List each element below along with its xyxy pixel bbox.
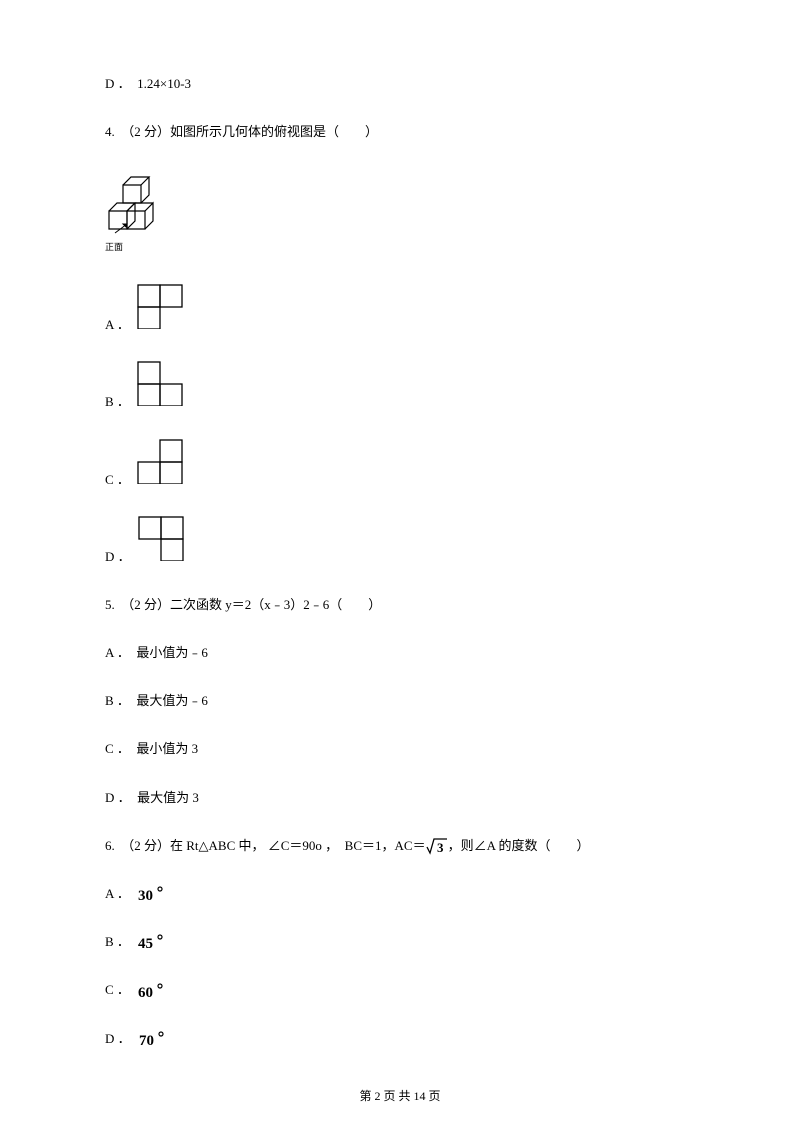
q5-option-b-text: B ． 最大值为﹣6 <box>105 692 208 710</box>
q4-option-d: D ． <box>105 515 695 566</box>
sqrt-value: 3 <box>437 840 444 855</box>
q4-option-d-icon <box>137 515 185 566</box>
q4-option-a: A ． <box>105 283 695 334</box>
svg-text:70: 70 <box>139 1033 154 1048</box>
q6-stem-after: ，则∠A 的度数（ ） <box>448 837 590 855</box>
q4-stem-text: 4. （2 分）如图所示几何体的俯视图是（ ） <box>105 123 378 141</box>
sqrt-icon: 3 <box>426 837 448 855</box>
q4-option-a-icon <box>136 283 184 334</box>
q5-option-a-text: A ． 最小值为﹣6 <box>105 644 208 662</box>
q6-option-a-label: A ． <box>105 885 130 903</box>
page-footer-text: 第 2 页 共 14 页 <box>359 1089 440 1103</box>
q5-option-d-text: D ． 最大值为 3 <box>105 789 199 807</box>
q6-option-d-label: D ． <box>105 1030 131 1048</box>
q4-figure-label: 正面 <box>105 241 169 254</box>
q6-option-b: B ． 45 <box>105 933 695 951</box>
q6-option-d: D ． 70 <box>105 1030 695 1048</box>
q5-option-b: B ． 最大值为﹣6 <box>105 692 695 710</box>
q5-option-a: A ． 最小值为﹣6 <box>105 644 695 662</box>
q5-stem-text: 5. （2 分）二次函数 y＝2（x﹣3）2﹣6（ ） <box>105 596 381 614</box>
q4-option-c-label: C ． <box>105 471 130 489</box>
q3-option-d: D ． 1.24×10-3 <box>105 75 695 93</box>
svg-text:60: 60 <box>138 985 153 1000</box>
q6-option-b-label: B ． <box>105 933 130 951</box>
q4-figure-3d-icon: 正面 <box>105 171 169 253</box>
page-footer: 第 2 页 共 14 页 <box>0 1087 800 1104</box>
q5-stem: 5. （2 分）二次函数 y＝2（x﹣3）2﹣6（ ） <box>105 596 695 614</box>
q6-option-c: C ． 60 <box>105 981 695 999</box>
degree-icon: 30 <box>138 885 168 903</box>
q4-option-c-icon <box>136 438 184 489</box>
q5-option-d: D ． 最大值为 3 <box>105 789 695 807</box>
q3-option-d-text: D ． 1.24×10-3 <box>105 75 191 93</box>
q4-option-b-label: B ． <box>105 393 130 411</box>
q4-option-b-icon <box>136 360 184 411</box>
degree-icon: 60 <box>138 982 168 1000</box>
svg-text:45: 45 <box>138 936 153 951</box>
q6-stem-before: 6. （2 分）在 Rt△ABC 中， ∠C＝90o ， BC＝1，AC＝ <box>105 837 426 855</box>
svg-text:30: 30 <box>138 888 153 903</box>
q4-figure: 正面 <box>105 171 695 253</box>
q4-option-c: C ． <box>105 438 695 489</box>
degree-icon: 45 <box>138 933 168 951</box>
degree-icon: 70 <box>139 1030 169 1048</box>
q5-option-c: C ． 最小值为 3 <box>105 740 695 758</box>
q4-option-d-label: D ． <box>105 548 131 566</box>
q4-stem: 4. （2 分）如图所示几何体的俯视图是（ ） <box>105 123 695 141</box>
q4-option-a-label: A ． <box>105 316 130 334</box>
q6-option-c-label: C ． <box>105 981 130 999</box>
q6-option-a: A ． 30 <box>105 885 695 903</box>
q6-stem: 6. （2 分）在 Rt△ABC 中， ∠C＝90o ， BC＝1，AC＝ 3 … <box>105 837 695 855</box>
page-body: D ． 1.24×10-3 4. （2 分）如图所示几何体的俯视图是（ ） <box>0 0 800 1094</box>
q5-option-c-text: C ． 最小值为 3 <box>105 740 198 758</box>
q4-option-b: B ． <box>105 360 695 411</box>
